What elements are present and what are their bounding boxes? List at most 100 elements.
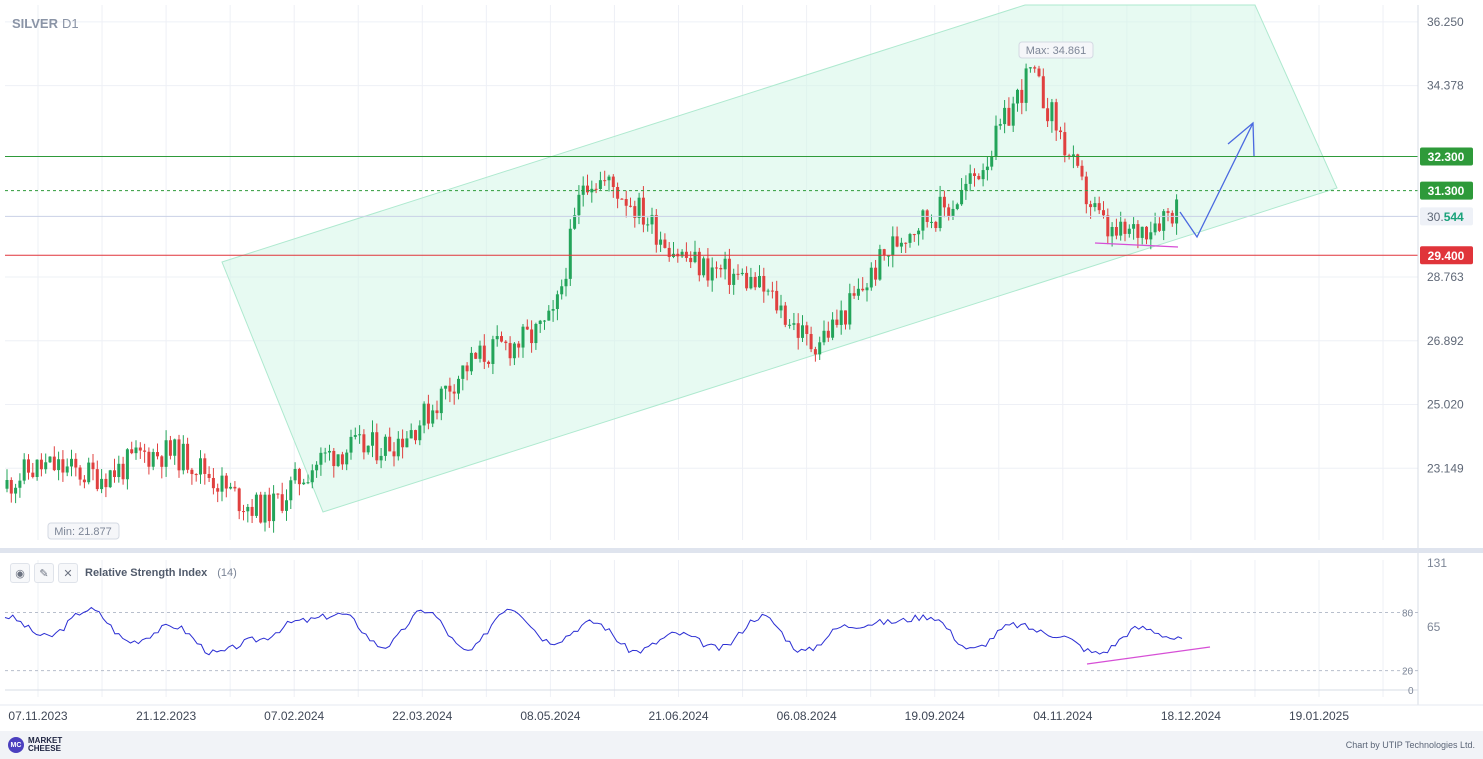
candle-body — [891, 236, 895, 256]
candle-body — [839, 310, 843, 325]
candle-body — [104, 478, 108, 488]
close-icon[interactable]: ✕ — [58, 563, 78, 583]
x-tick-label: 08.05.2024 — [520, 709, 580, 723]
candle-body — [293, 468, 297, 481]
x-tick-label: 04.11.2024 — [1033, 709, 1092, 723]
candle-body — [1132, 224, 1136, 229]
candle-body — [611, 176, 615, 187]
candle-body — [521, 326, 525, 348]
cheese-logo-icon: MC — [8, 737, 24, 753]
candle-body — [233, 486, 237, 489]
candle-body — [349, 436, 353, 453]
price-divergence-line — [1094, 242, 1179, 248]
candle-body — [547, 310, 551, 321]
candle-body — [70, 458, 73, 467]
candle-body — [439, 388, 443, 414]
candle-body — [1097, 203, 1101, 211]
level-label-bg — [1420, 246, 1473, 265]
candle-body — [87, 462, 91, 483]
current-price-int: 30. — [1427, 210, 1444, 224]
candle-body — [1136, 224, 1140, 238]
candles — [5, 63, 1179, 533]
candle-body — [409, 430, 413, 439]
candle-body — [323, 452, 327, 454]
candle-body — [457, 378, 460, 394]
candle-body — [998, 124, 1002, 126]
max-label: Max: 34.861 — [1018, 41, 1094, 59]
candle-body — [719, 267, 723, 270]
y-tick-label: 26.892 — [1427, 334, 1464, 348]
candle-body — [160, 456, 164, 467]
candle-body — [362, 434, 366, 453]
wrench-icon[interactable]: ✎ — [34, 563, 54, 583]
candle-body — [732, 273, 736, 285]
min-label-bg — [47, 522, 120, 540]
candle-body — [216, 488, 220, 492]
candle-body — [310, 470, 314, 483]
candle-body — [1157, 223, 1161, 231]
candle-body — [680, 251, 684, 257]
candle-body — [706, 258, 710, 281]
candle-body — [543, 320, 546, 322]
rsi-tick-label: 20 — [1402, 667, 1414, 678]
candle-body — [18, 480, 22, 488]
candle-body — [426, 403, 430, 424]
candle-body — [530, 329, 534, 344]
candle-body — [353, 435, 357, 437]
candle-body — [796, 323, 800, 338]
candle-body — [783, 305, 787, 325]
x-tick-label: 21.12.2023 — [136, 709, 196, 723]
eye-icon[interactable]: ◉ — [10, 563, 30, 583]
candle-body — [917, 230, 921, 235]
candle-body — [487, 361, 491, 364]
candle-body — [955, 204, 959, 209]
candle-body — [598, 180, 602, 190]
rsi-divergence-line — [1086, 646, 1211, 665]
candle-body — [710, 267, 714, 281]
candle-body — [491, 339, 495, 364]
candle-body — [977, 175, 981, 180]
candle-body — [345, 452, 349, 465]
candle-body — [1170, 212, 1174, 224]
x-tick-label: 06.08.2024 — [777, 709, 837, 723]
candle-body — [1149, 232, 1153, 240]
candle-body — [844, 310, 847, 325]
candle-body — [250, 506, 254, 516]
candle-body — [65, 466, 69, 473]
candle-body — [401, 438, 405, 448]
candle-body — [1089, 204, 1093, 208]
candle-body — [405, 438, 409, 448]
candle-body — [78, 467, 82, 480]
candle-body — [538, 320, 542, 324]
y-tick-label: 23.149 — [1427, 461, 1464, 475]
forecast-arrowhead — [1227, 121, 1255, 157]
candle-body — [740, 272, 744, 275]
candle-body — [173, 439, 177, 456]
candle-body — [641, 197, 645, 225]
candle-body — [495, 336, 499, 340]
forecast-path — [1179, 122, 1254, 239]
candle-body — [207, 473, 211, 478]
price-chart[interactable]: 32.300 31.300 29.400 30.544 Max: 34.861 Min: … — [0, 0, 1483, 731]
candle-body — [1123, 221, 1127, 234]
candle-body — [895, 236, 899, 247]
candle-body — [758, 275, 761, 288]
brand-logo[interactable]: MC MARKET CHEESE — [8, 737, 80, 753]
candle-body — [1093, 203, 1097, 208]
candle-body — [856, 288, 860, 296]
candle-body — [1033, 67, 1037, 69]
candle-body — [168, 440, 172, 456]
candle-body — [229, 486, 233, 489]
candle-body — [156, 452, 159, 457]
candle-body — [603, 180, 607, 182]
candle-body — [181, 443, 185, 471]
candle-body — [775, 290, 779, 311]
candle-body — [659, 239, 663, 245]
current-price-frac: 544 — [1444, 210, 1464, 224]
candle-body — [444, 385, 448, 389]
level-label-text: 31.300 — [1428, 184, 1465, 198]
candle-body — [1102, 210, 1105, 216]
candle-body — [994, 125, 998, 157]
candle-body — [723, 258, 727, 270]
min-label-text: Min: 21.877 — [54, 526, 111, 538]
